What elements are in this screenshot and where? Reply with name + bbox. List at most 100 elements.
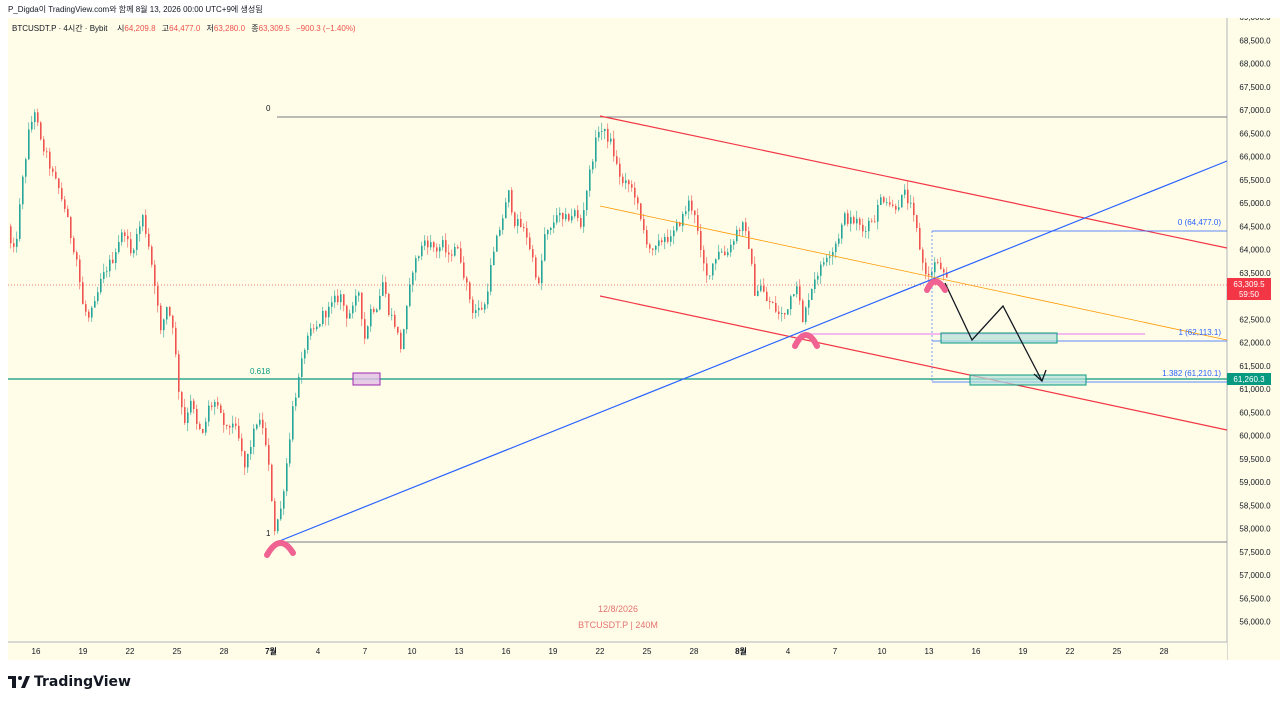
candle-body bbox=[697, 215, 699, 231]
candle-body bbox=[751, 248, 753, 264]
price-tick-label: 67,000.0 bbox=[1239, 106, 1271, 115]
candle-body bbox=[52, 168, 54, 172]
price-axis[interactable]: 69,000.0 68,500.0 68,000.0 67,500.0 67,000.0… bbox=[1239, 18, 1271, 627]
level-price-badge[interactable] bbox=[1227, 373, 1271, 385]
candle-body bbox=[382, 282, 384, 296]
tradingview-logo-text: TradingView bbox=[34, 674, 131, 690]
recent-low-marker[interactable] bbox=[924, 278, 948, 293]
candle-body bbox=[655, 245, 657, 250]
candle-body bbox=[556, 215, 558, 223]
candle-body bbox=[334, 295, 336, 303]
candle-body bbox=[136, 234, 138, 250]
purple-box[interactable] bbox=[352, 372, 381, 386]
candle-body bbox=[595, 137, 597, 162]
candle-body bbox=[544, 234, 546, 261]
candle-body bbox=[307, 335, 309, 350]
candle-body bbox=[343, 294, 345, 306]
time-tick-label: 22 bbox=[1066, 647, 1075, 656]
candle-body bbox=[178, 354, 180, 392]
candle-body bbox=[781, 313, 783, 314]
candle-body bbox=[85, 304, 87, 312]
candle-body bbox=[436, 247, 438, 252]
candle-body bbox=[646, 230, 648, 245]
candle-body bbox=[292, 406, 294, 440]
channel-lower-line[interactable] bbox=[599, 295, 1228, 431]
legend-symbol[interactable]: BTCUSDT.P · 4시간 · Bybit bbox=[12, 23, 108, 33]
candle-body bbox=[853, 217, 855, 224]
price-tick-label: 57,500.0 bbox=[1239, 548, 1271, 557]
price-tick-label: 58,000.0 bbox=[1239, 525, 1271, 534]
candle-body bbox=[700, 231, 702, 250]
mid-channel-line[interactable] bbox=[599, 205, 1228, 341]
candle-body bbox=[904, 189, 906, 195]
candle-body bbox=[694, 210, 696, 216]
channel-upper-line[interactable] bbox=[599, 115, 1228, 249]
candle-body bbox=[295, 397, 297, 407]
candle-body bbox=[934, 262, 936, 273]
time-axis[interactable]: 16 19 22 25 28 7월 4 7 10 13 16 19 22 25 28 8월 4 7 10 13 16 19… bbox=[32, 646, 1169, 656]
time-tick-label: 19 bbox=[1019, 647, 1028, 656]
mid-bottom-marker[interactable] bbox=[792, 332, 820, 349]
candle-body bbox=[640, 203, 642, 220]
fib-level-1-label: 1 bbox=[266, 529, 271, 538]
candle-body bbox=[379, 295, 381, 310]
time-tick-label: 16 bbox=[972, 647, 981, 656]
candle-body bbox=[421, 245, 423, 257]
candle-body bbox=[838, 238, 840, 244]
candle-body bbox=[76, 252, 78, 260]
candle-body bbox=[715, 259, 717, 264]
target-box-1[interactable] bbox=[940, 332, 1058, 344]
candle-body bbox=[832, 252, 834, 257]
candle-body bbox=[409, 284, 411, 306]
candle-body bbox=[103, 272, 105, 279]
high-value: 64,477.0 bbox=[169, 24, 201, 33]
candle-body bbox=[478, 307, 480, 311]
time-axis-background[interactable] bbox=[8, 642, 1227, 660]
time-tick-label: 4 bbox=[786, 647, 791, 656]
candle-body bbox=[862, 224, 864, 232]
time-tick-label: 28 bbox=[690, 647, 699, 656]
candlestick-series[interactable] bbox=[10, 108, 948, 536]
candle-body bbox=[643, 219, 645, 231]
candle-body bbox=[787, 309, 789, 315]
candle-body bbox=[685, 211, 687, 214]
candle-body bbox=[280, 508, 282, 520]
target-box-2[interactable] bbox=[969, 374, 1087, 386]
candle-body bbox=[151, 246, 153, 265]
candle-body bbox=[907, 189, 909, 204]
level-price-value: 61,260.3 bbox=[1233, 375, 1265, 384]
bottom-marker[interactable] bbox=[264, 540, 296, 558]
candle-body bbox=[784, 313, 786, 315]
candle-body bbox=[274, 501, 276, 532]
support-trendline[interactable] bbox=[276, 160, 1228, 543]
candle-body bbox=[844, 213, 846, 225]
current-price-badge[interactable] bbox=[1227, 278, 1271, 300]
chart-area[interactable]: BTCUSDT.P · 4시간 · Bybit 시64,209.8 고64,47… bbox=[0, 18, 1280, 660]
candle-body bbox=[100, 278, 102, 293]
price-axis-background[interactable] bbox=[1227, 18, 1280, 660]
candle-body bbox=[58, 178, 60, 189]
candle-body bbox=[301, 358, 303, 377]
legend-ohlc: 시64,209.8 고64,477.0 저63,280.0 종63,309.5 … bbox=[117, 24, 356, 33]
candle-body bbox=[568, 214, 570, 221]
fib-ext-0-label: 0 (64,477.0) bbox=[1178, 218, 1221, 227]
candle-body bbox=[868, 220, 870, 232]
candle-body bbox=[823, 262, 825, 265]
candle-body bbox=[925, 262, 927, 274]
candle-body bbox=[535, 257, 537, 278]
candle-body bbox=[631, 184, 633, 188]
price-tick-label: 65,000.0 bbox=[1239, 199, 1271, 208]
candle-body bbox=[493, 251, 495, 266]
projection-path[interactable] bbox=[944, 282, 1043, 382]
tradingview-logo[interactable]: TradingView bbox=[8, 674, 131, 690]
open-label: 시 bbox=[117, 24, 124, 33]
candle-body bbox=[49, 151, 51, 169]
plot-background[interactable] bbox=[8, 18, 1227, 642]
candle-body bbox=[298, 376, 300, 398]
time-tick-label: 25 bbox=[173, 647, 182, 656]
candle-body bbox=[466, 277, 468, 283]
candle-body bbox=[388, 293, 390, 315]
candle-body bbox=[238, 425, 240, 439]
price-tick-label: 59,500.0 bbox=[1239, 455, 1271, 464]
candle-body bbox=[31, 121, 33, 130]
